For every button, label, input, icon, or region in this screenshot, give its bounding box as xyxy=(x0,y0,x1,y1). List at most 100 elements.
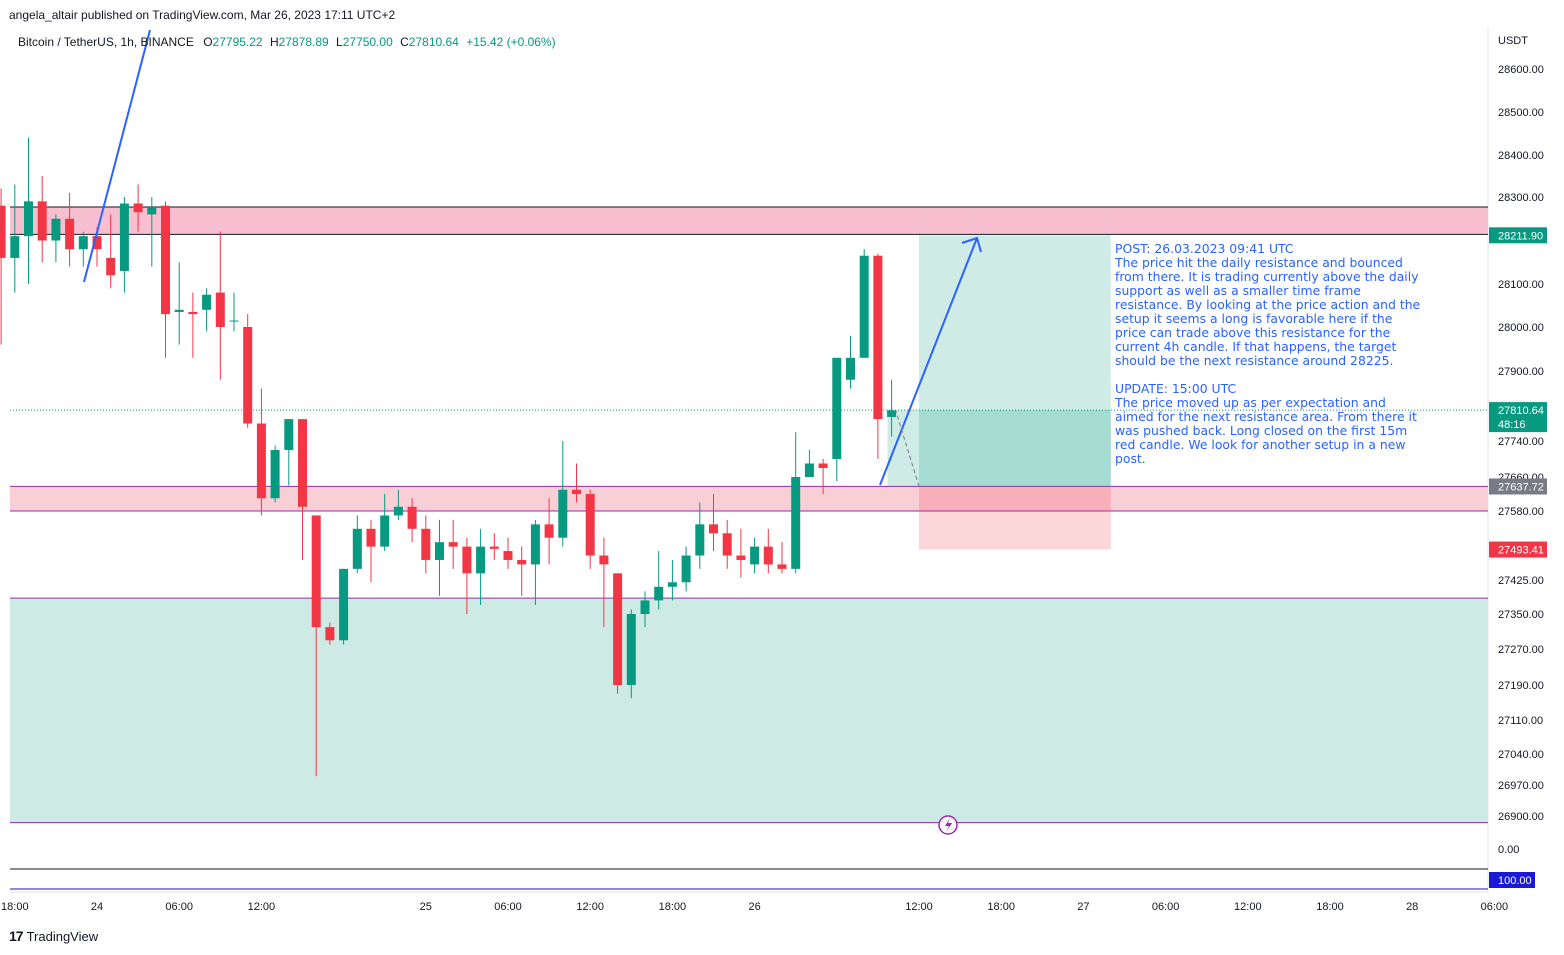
price-tick-label: 27190.00 xyxy=(1498,680,1544,692)
time-tick-label: 18:00 xyxy=(1316,901,1344,913)
candle-body xyxy=(133,203,143,213)
candle-body xyxy=(489,546,499,549)
price-tick-label: 27040.00 xyxy=(1498,749,1544,761)
candles-layer xyxy=(0,137,897,777)
tradingview-logo-icon: 17 xyxy=(9,928,24,944)
candle-body xyxy=(119,203,129,271)
candle xyxy=(626,609,636,699)
close-label: C xyxy=(400,35,409,49)
candle-body xyxy=(270,450,280,499)
last-price-badge xyxy=(1489,402,1547,433)
candle-body xyxy=(161,205,170,315)
candle xyxy=(202,288,212,332)
high-value: 27878.89 xyxy=(278,35,329,49)
candle xyxy=(284,419,294,486)
open-value: 27795.22 xyxy=(212,35,263,49)
candle xyxy=(380,494,390,552)
candle-body xyxy=(256,423,266,499)
open-label: O xyxy=(203,35,213,49)
candle-body xyxy=(530,524,540,565)
price-tick-label: 28600.00 xyxy=(1498,64,1544,76)
time-tick-label: 06:00 xyxy=(1152,901,1180,913)
price-label-badge xyxy=(1489,541,1547,558)
time-tick-label: 06:00 xyxy=(494,901,522,913)
tradingview-footer[interactable]: 17 TradingView xyxy=(9,928,98,944)
candle xyxy=(78,231,88,267)
candle-body xyxy=(846,357,855,380)
candle xyxy=(517,546,527,596)
candle xyxy=(572,463,581,503)
analysis-note[interactable]: POST: 26.03.2023 09:41 UTC The price hit… xyxy=(1115,241,1421,466)
candle-body xyxy=(517,559,527,565)
candle-body xyxy=(325,627,335,641)
candle-body xyxy=(311,515,321,628)
candle-body xyxy=(448,542,458,547)
low-value: 27750.00 xyxy=(342,35,393,49)
candle-body xyxy=(147,207,157,215)
time-tick-label: 06:00 xyxy=(165,901,193,913)
price-tick-label: 28100.00 xyxy=(1498,279,1544,291)
candle xyxy=(777,542,787,574)
candle-body xyxy=(352,528,362,569)
candle xyxy=(339,568,349,645)
low-label: L xyxy=(336,35,343,49)
candle-body xyxy=(65,218,75,250)
price-tick-label: 27350.00 xyxy=(1498,609,1544,621)
candle-body xyxy=(640,600,650,614)
candle-body xyxy=(558,489,568,538)
candle xyxy=(352,515,362,574)
candle xyxy=(215,231,225,380)
candle xyxy=(0,188,6,345)
candle xyxy=(51,214,61,263)
time-tick-label: 26 xyxy=(748,901,760,913)
candle xyxy=(325,622,335,645)
price-tick-label: 27270.00 xyxy=(1498,644,1544,656)
support-zone xyxy=(10,486,1488,511)
time-tick-label: 12:00 xyxy=(1234,901,1262,913)
candle-body xyxy=(215,292,225,327)
position-path-line xyxy=(895,409,920,487)
time-axis[interactable]: 18:00 24 06:00 12:00 25 06:00 12:00 18:00 26 12:0… xyxy=(1,901,1508,913)
candle xyxy=(558,441,568,547)
candle-body xyxy=(750,546,760,565)
high-label: H xyxy=(269,35,279,49)
candle-body xyxy=(284,419,294,450)
candle xyxy=(503,537,513,569)
candle-body xyxy=(654,586,664,601)
candle-body xyxy=(380,515,390,547)
price-label-badge xyxy=(1489,478,1547,495)
candle xyxy=(298,419,307,560)
candle xyxy=(544,498,554,565)
candle xyxy=(119,197,129,293)
last-price-text: 27810.64 xyxy=(1498,405,1544,417)
candle xyxy=(489,533,499,560)
candle xyxy=(65,192,75,267)
candle-body xyxy=(873,255,883,420)
symbol-name[interactable]: Bitcoin / TetherUS, 1h, BINANCE xyxy=(18,35,194,49)
candle-body xyxy=(174,309,184,312)
close-value: 27810.64 xyxy=(408,35,459,49)
candle xyxy=(709,494,718,552)
candle xyxy=(846,335,855,389)
candle xyxy=(174,262,184,345)
candle xyxy=(37,176,47,263)
candle xyxy=(873,253,883,459)
candle xyxy=(791,432,801,574)
candle xyxy=(229,292,239,332)
lightning-icon[interactable] xyxy=(938,815,958,835)
candle-body xyxy=(462,546,472,574)
candle-body xyxy=(503,551,513,560)
projection-arrow-head xyxy=(961,236,982,253)
resistance-zone xyxy=(10,207,1488,235)
candle xyxy=(530,519,540,605)
candle-body xyxy=(92,236,102,250)
price-axis[interactable]: USDT 28600.00 28500.00 28400.00 28300.00 281… xyxy=(1489,35,1547,823)
candle xyxy=(188,292,198,358)
candle-body xyxy=(572,489,581,494)
price-label-text: 27493.41 xyxy=(1498,545,1544,557)
price-label-text: 27637.72 xyxy=(1498,481,1544,493)
candle xyxy=(393,489,403,520)
candle xyxy=(448,519,458,569)
candle xyxy=(750,537,760,574)
